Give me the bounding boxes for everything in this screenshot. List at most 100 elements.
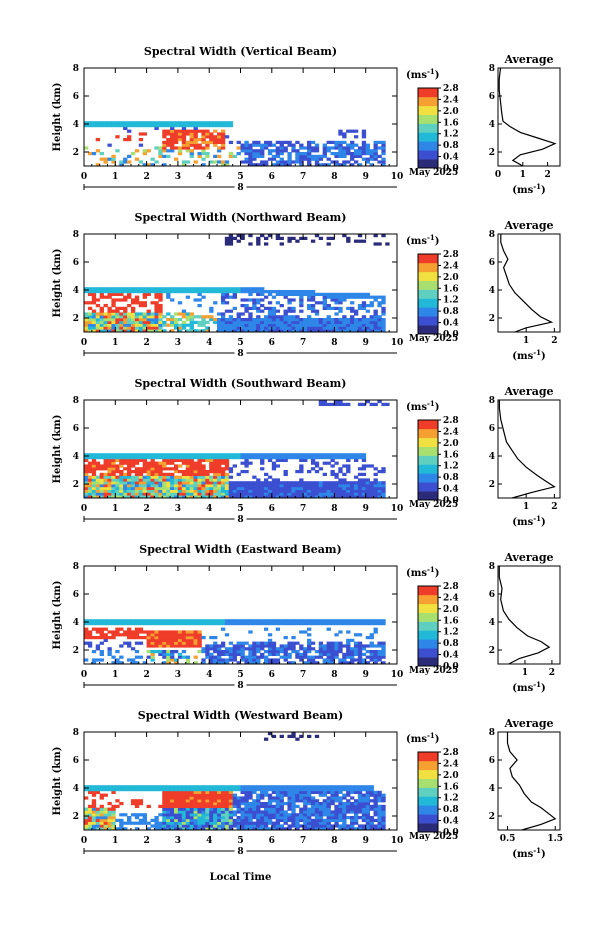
heatmap-cell [365, 821, 371, 825]
heatmap-cell [197, 824, 202, 828]
heatmap-cell [256, 318, 261, 322]
heatmap-cell [95, 287, 101, 291]
heatmap-cell [177, 827, 183, 831]
colorbar-swatch [418, 639, 438, 649]
heatmap-cell [310, 810, 316, 814]
heatmap-cell [299, 790, 304, 794]
heatmap-cell [228, 788, 234, 792]
heatmap-cell [236, 318, 241, 322]
heatmap-cell [310, 796, 316, 800]
heatmap-cell [236, 456, 241, 460]
heatmap-cell [130, 785, 136, 789]
heatmap-cell [189, 143, 194, 147]
avg-x-label: (ms-1) [512, 680, 545, 694]
heatmap-cell [307, 799, 312, 803]
heatmap-cell [170, 478, 175, 482]
heatmap-cell [357, 790, 363, 794]
heatmap-cell [310, 495, 316, 499]
heatmap-cell [373, 486, 378, 490]
heatmap-cell [334, 456, 339, 460]
heatmap-cell [334, 619, 339, 623]
heatmap-cell [111, 320, 116, 324]
heatmap-cell [119, 481, 124, 485]
heatmap-cell [189, 152, 194, 156]
heatmap-cell [334, 807, 339, 811]
heatmap-cell [158, 295, 163, 299]
heatmap-cell [291, 146, 296, 150]
heatmap-cell [256, 478, 261, 482]
heatmap-cell [275, 140, 281, 144]
heatmap-cell [256, 813, 261, 817]
heatmap-cell [150, 301, 155, 305]
heatmap-cell [283, 813, 288, 817]
heatmap-cell [193, 807, 198, 811]
heatmap-cell [134, 641, 140, 645]
heatmap-cell [326, 329, 331, 333]
heatmap-cell [150, 492, 155, 496]
heatmap-cell [173, 478, 179, 482]
heatmap-cell [275, 290, 281, 294]
heatmap-cell [303, 652, 308, 656]
heatmap-cell [365, 149, 371, 153]
heatmap-cell [146, 638, 151, 642]
heatmap-cell [217, 320, 222, 324]
heatmap-cell [224, 790, 230, 794]
heatmap-cell [177, 458, 183, 462]
heatmap-cell [373, 329, 378, 333]
heatmap-cell [95, 478, 101, 482]
heatmap-cell [154, 470, 159, 474]
heatmap-cell [91, 121, 97, 125]
heatmap-cell [244, 658, 249, 662]
heatmap-cell [217, 824, 222, 828]
heatmap-cell [244, 661, 249, 665]
heatmap-cell [353, 802, 359, 806]
heatmap-cell [84, 470, 89, 474]
heatmap-cell [334, 143, 339, 147]
heatmap-cell [338, 152, 343, 156]
heatmap-cell [232, 456, 237, 460]
heatmap-cell [263, 622, 269, 626]
heatmap-cell [87, 788, 93, 792]
heatmap-cell [256, 481, 261, 485]
heatmap-cell [213, 641, 218, 645]
heatmap-cell [361, 129, 367, 133]
heatmap-cell [287, 790, 292, 794]
heatmap-cell [377, 790, 382, 794]
heatmap-cell [334, 647, 339, 651]
heatmap-cell [299, 481, 304, 485]
heatmap-cell [170, 458, 175, 462]
heatmap-cell [256, 821, 261, 825]
heatmap-cell [236, 816, 241, 820]
heatmap-cell [209, 484, 214, 488]
heatmap-cell [95, 481, 101, 485]
heatmap-cell [138, 326, 144, 330]
heatmap-cell [271, 734, 277, 738]
heatmap-cell [185, 633, 191, 637]
heatmap-cell [177, 816, 183, 820]
heatmap-cell [240, 453, 245, 457]
heatmap-cell [307, 796, 312, 800]
heatmap-cell [334, 481, 339, 485]
heatmap-cell [287, 309, 292, 313]
heatmap-cell [271, 486, 277, 490]
heatmap-cell [240, 304, 245, 308]
heatmap-cell [267, 644, 273, 648]
heatmap-cell [228, 318, 234, 322]
heatmap-cell [213, 287, 218, 291]
heatmap-cell [353, 799, 359, 803]
heatmap-cell [307, 304, 312, 308]
heatmap-cell [185, 790, 191, 794]
heatmap-cell [91, 472, 97, 476]
heatmap-cell [369, 641, 374, 645]
heatmap-cell [283, 320, 288, 324]
heatmap-cell [353, 323, 359, 327]
heatmap-cell [107, 810, 112, 814]
heatmap-cell [365, 495, 371, 499]
heatmap-cell [185, 495, 191, 499]
heatmap-cell [353, 149, 359, 153]
heatmap-cell [201, 818, 206, 822]
heatmap-cell [201, 124, 206, 128]
heatmap-cell [185, 129, 191, 133]
heatmap-cell [220, 804, 226, 808]
heatmap-cell [217, 788, 222, 792]
